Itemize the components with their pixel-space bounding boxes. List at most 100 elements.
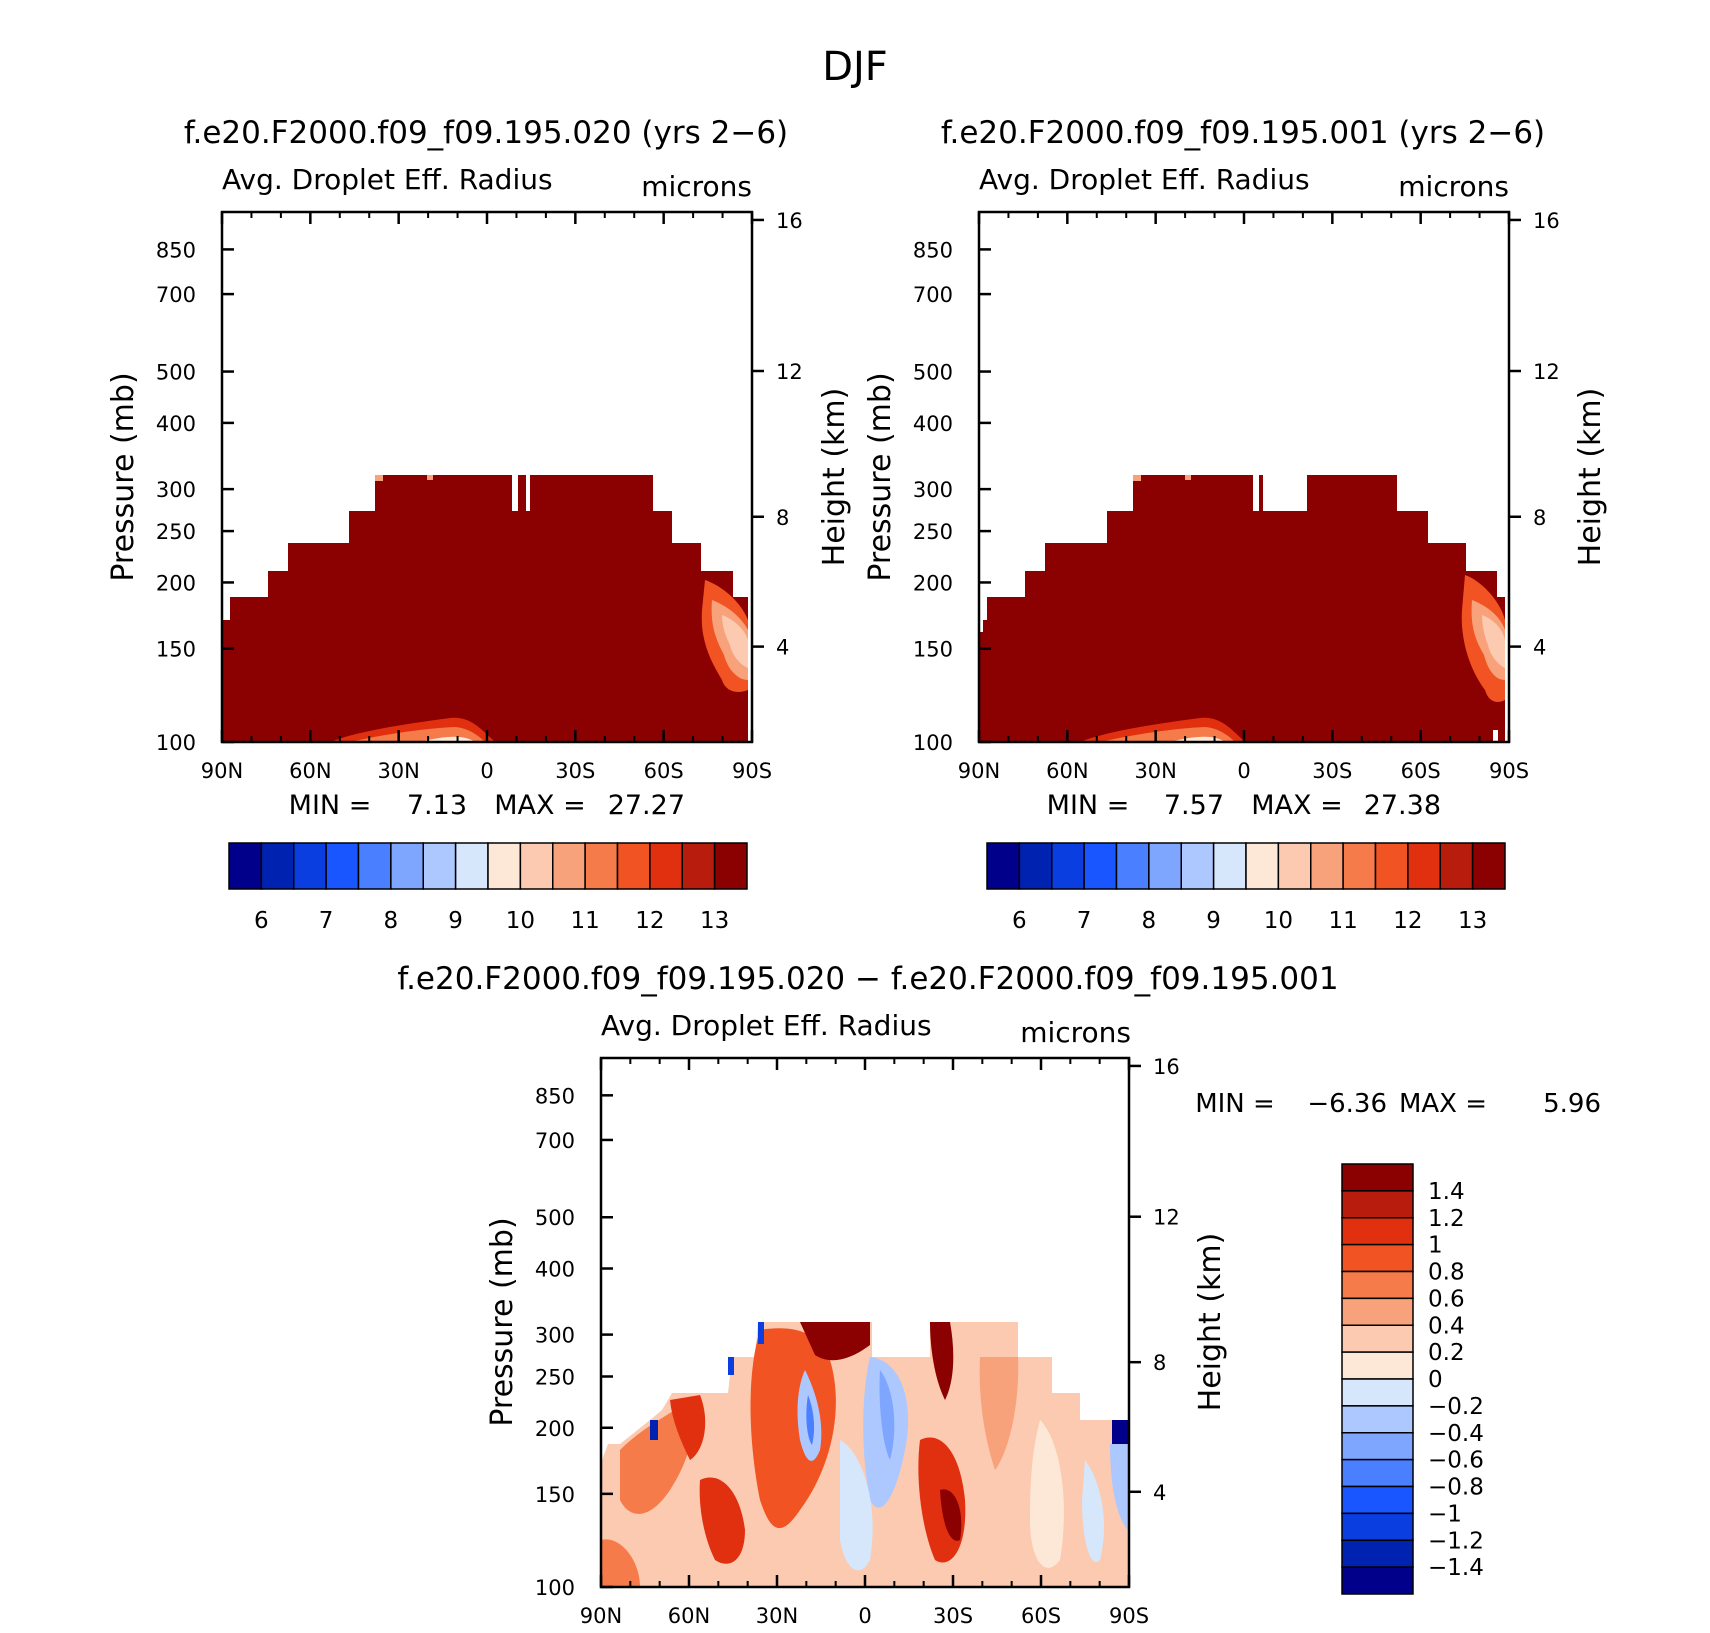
y-tick-label: 100 bbox=[156, 731, 196, 755]
x-tick-label: 60S bbox=[1021, 1604, 1061, 1628]
y-tick-label: 150 bbox=[535, 1483, 575, 1507]
y-tick-label: 400 bbox=[156, 412, 196, 436]
y-tick-label: 500 bbox=[156, 361, 196, 385]
x-tick-label: 60S bbox=[1401, 759, 1441, 783]
y-tick-label: 150 bbox=[156, 638, 196, 662]
panel-2-max-value: 27.38 bbox=[1364, 790, 1441, 821]
panel-2-units: microns bbox=[1398, 170, 1509, 203]
panel-2-min-value: 7.57 bbox=[1164, 790, 1224, 821]
colorbar-swatch bbox=[519, 842, 554, 890]
y-tick-label: 300 bbox=[156, 478, 196, 502]
colorbar-label: 10 bbox=[506, 908, 535, 934]
panel-2-ylabel-right: Height (km) bbox=[1573, 388, 1608, 567]
panel-3-blue-fleck-c bbox=[650, 1420, 658, 1440]
colorbar-swatch bbox=[1341, 1378, 1414, 1407]
colorbar-swatch bbox=[1341, 1297, 1414, 1326]
colorbar-swatch bbox=[649, 842, 683, 890]
y-right-tick-label: 4 bbox=[776, 636, 789, 660]
y-right-tick-label: 8 bbox=[776, 506, 789, 530]
colorbar-swatch bbox=[293, 842, 327, 890]
y-right-tick-label: 16 bbox=[1153, 1055, 1180, 1079]
y-tick-label: 700 bbox=[913, 283, 953, 307]
x-tick-label: 90N bbox=[958, 759, 1000, 783]
colorbar-label: 10 bbox=[1264, 908, 1293, 934]
panel-3: f.e20.F2000.f09_f09.195.020 − f.e20.F200… bbox=[397, 961, 1601, 1628]
panel-2-field bbox=[979, 475, 1505, 742]
panel-3-colorbar: 1.41.210.80.60.40.20−0.2−0.4−0.6−0.8−1−1… bbox=[1341, 1163, 1484, 1595]
colorbar-label: 0.6 bbox=[1428, 1286, 1465, 1312]
panel-1-units: microns bbox=[641, 170, 752, 203]
panel-3-patch-m bbox=[979, 1357, 1019, 1470]
y-tick-label: 300 bbox=[535, 1324, 575, 1348]
colorbar-swatch bbox=[228, 842, 263, 890]
colorbar-label: 8 bbox=[1142, 908, 1157, 934]
panel-3-patch-k bbox=[930, 1322, 954, 1400]
panel-2-top-fleck-a bbox=[1133, 475, 1141, 481]
panel-1-data-region bbox=[222, 475, 748, 742]
panel-1-max-label: MAX = bbox=[494, 790, 585, 821]
y-tick-label: 850 bbox=[156, 238, 196, 262]
colorbar-swatch bbox=[616, 842, 651, 890]
x-tick-label: 30N bbox=[1134, 759, 1176, 783]
colorbar-swatch bbox=[454, 842, 489, 890]
panel-3-variable: Avg. Droplet Eff. Radius bbox=[601, 1009, 932, 1042]
colorbar-label: 1.4 bbox=[1428, 1179, 1465, 1205]
panel-1-min-value: 7.13 bbox=[407, 790, 467, 821]
colorbar-label: 0.8 bbox=[1428, 1260, 1465, 1286]
panel-3-units: microns bbox=[1020, 1016, 1131, 1049]
figure-title: DJF bbox=[822, 44, 888, 90]
colorbar-label: −0.8 bbox=[1428, 1475, 1484, 1501]
colorbar-swatch bbox=[986, 842, 1021, 890]
panel-3-patch-l bbox=[940, 1489, 962, 1541]
panel-3-title: f.e20.F2000.f09_f09.195.020 − f.e20.F200… bbox=[397, 961, 1338, 997]
panel-3-ylabel-right: Height (km) bbox=[1193, 1233, 1228, 1412]
colorbar-label: 0.2 bbox=[1428, 1340, 1465, 1366]
x-tick-label: 90S bbox=[732, 759, 772, 783]
y-tick-label: 150 bbox=[913, 638, 953, 662]
colorbar-swatch bbox=[390, 842, 424, 890]
colorbar-label: −0.2 bbox=[1428, 1394, 1484, 1420]
colorbar-swatch bbox=[1439, 842, 1474, 890]
panel-2-ticks: 90N 60N 30N 0 30S 60S 90S 100 150 200 250 300 400 500… bbox=[913, 209, 1560, 783]
panel-3-patch-n bbox=[1030, 1420, 1064, 1568]
colorbar-swatch bbox=[1180, 842, 1215, 890]
colorbar-swatch bbox=[487, 842, 522, 890]
colorbar-label: 11 bbox=[570, 908, 599, 934]
panel-3-patch-f bbox=[806, 1395, 815, 1445]
panel-3-ylabel: Pressure (mb) bbox=[485, 1217, 520, 1426]
colorbar-label: −0.4 bbox=[1428, 1421, 1484, 1447]
colorbar-swatch bbox=[1341, 1432, 1414, 1461]
colorbar-swatch bbox=[422, 842, 457, 890]
colorbar-swatch bbox=[260, 842, 295, 890]
panel-3-patch-r bbox=[601, 1539, 640, 1587]
panel-1-ylabel-right: Height (km) bbox=[817, 388, 852, 567]
panel-2-gap bbox=[1493, 730, 1498, 742]
colorbar-label: 13 bbox=[700, 908, 729, 934]
x-tick-label: 30S bbox=[1312, 759, 1352, 783]
y-tick-label: 400 bbox=[535, 1258, 575, 1282]
panel-2-top-fleck-b bbox=[1185, 475, 1191, 480]
panel-2-colorbar: 6 7 8 9 10 11 12 13 bbox=[986, 842, 1506, 934]
y-right-tick-label: 12 bbox=[1153, 1206, 1180, 1230]
colorbar-swatch bbox=[1212, 842, 1247, 890]
panel-1-bottom-glow-core bbox=[420, 736, 475, 742]
colorbar-swatch bbox=[681, 842, 716, 890]
x-tick-label: 30S bbox=[933, 1604, 973, 1628]
panel-2-variable: Avg. Droplet Eff. Radius bbox=[979, 163, 1310, 196]
y-tick-label: 100 bbox=[913, 731, 953, 755]
colorbar-label: −1 bbox=[1428, 1501, 1462, 1527]
colorbar-label: 7 bbox=[319, 908, 334, 934]
colorbar-swatch bbox=[1341, 1405, 1414, 1434]
colorbar-swatch bbox=[1341, 1512, 1414, 1541]
y-right-tick-label: 16 bbox=[776, 209, 803, 233]
colorbar-label: 1 bbox=[1428, 1233, 1443, 1259]
y-right-tick-label: 12 bbox=[1533, 360, 1560, 384]
panel-3-patch-p bbox=[1110, 1444, 1128, 1530]
y-tick-label: 850 bbox=[913, 238, 953, 262]
colorbar-swatch bbox=[552, 842, 586, 890]
panel-3-patch-h bbox=[879, 1370, 895, 1460]
y-tick-label: 200 bbox=[913, 571, 953, 595]
y-right-tick-label: 8 bbox=[1153, 1351, 1166, 1375]
panel-3-min-label: MIN = bbox=[1195, 1089, 1275, 1119]
panel-1-top-fleck-b bbox=[427, 475, 433, 480]
